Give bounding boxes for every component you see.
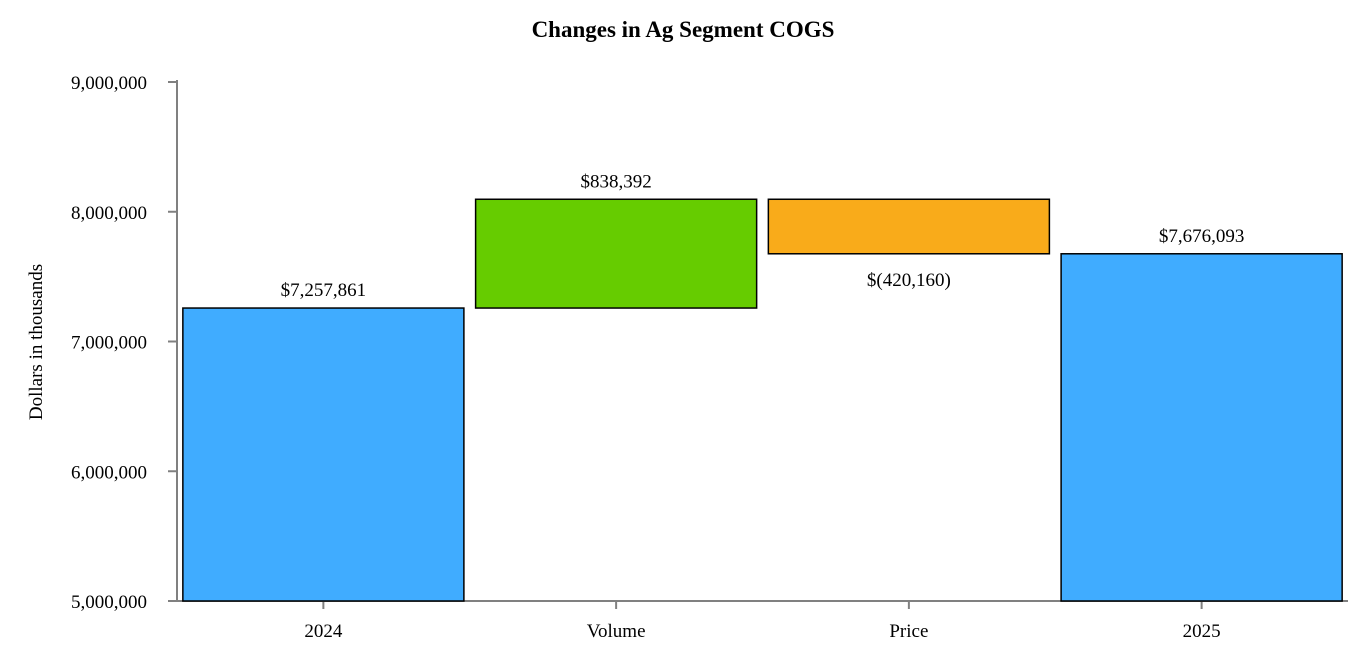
data-label-price: $(420,160) bbox=[867, 270, 951, 291]
bar-2024 bbox=[182, 307, 465, 602]
y-axis-title: Dollars in thousands bbox=[26, 264, 47, 420]
y-tick-label: 5,000,000 bbox=[71, 592, 147, 613]
chart-title: Changes in Ag Segment COGS bbox=[532, 17, 835, 42]
x-tick-label: Volume bbox=[587, 621, 646, 642]
x-tick-label: 2025 bbox=[1183, 621, 1221, 642]
y-axis: 5,000,000 6,000,000 7,000,000 8,000,000 9,00… bbox=[71, 73, 178, 613]
x-axis: 2024 Volume Price 2025 bbox=[177, 600, 1348, 642]
y-tick-label: 8,000,000 bbox=[71, 203, 147, 224]
data-labels-group: $7,257,861 $838,392 $(420,160) $7,676,093 bbox=[281, 171, 1245, 301]
bar-price bbox=[767, 198, 1051, 255]
x-tick-label: 2024 bbox=[304, 621, 343, 642]
data-label-volume: $838,392 bbox=[581, 171, 652, 192]
data-label-2024: $7,257,861 bbox=[281, 280, 367, 301]
bar-2025 bbox=[1060, 253, 1343, 602]
data-label-2025: $7,676,093 bbox=[1159, 226, 1245, 247]
y-tick-label: 7,000,000 bbox=[71, 333, 147, 354]
x-tick-label: Price bbox=[889, 621, 928, 642]
bars-group bbox=[182, 198, 1343, 602]
bar-volume bbox=[474, 198, 758, 309]
y-tick-label: 9,000,000 bbox=[71, 73, 147, 94]
y-tick-label: 6,000,000 bbox=[71, 462, 147, 483]
